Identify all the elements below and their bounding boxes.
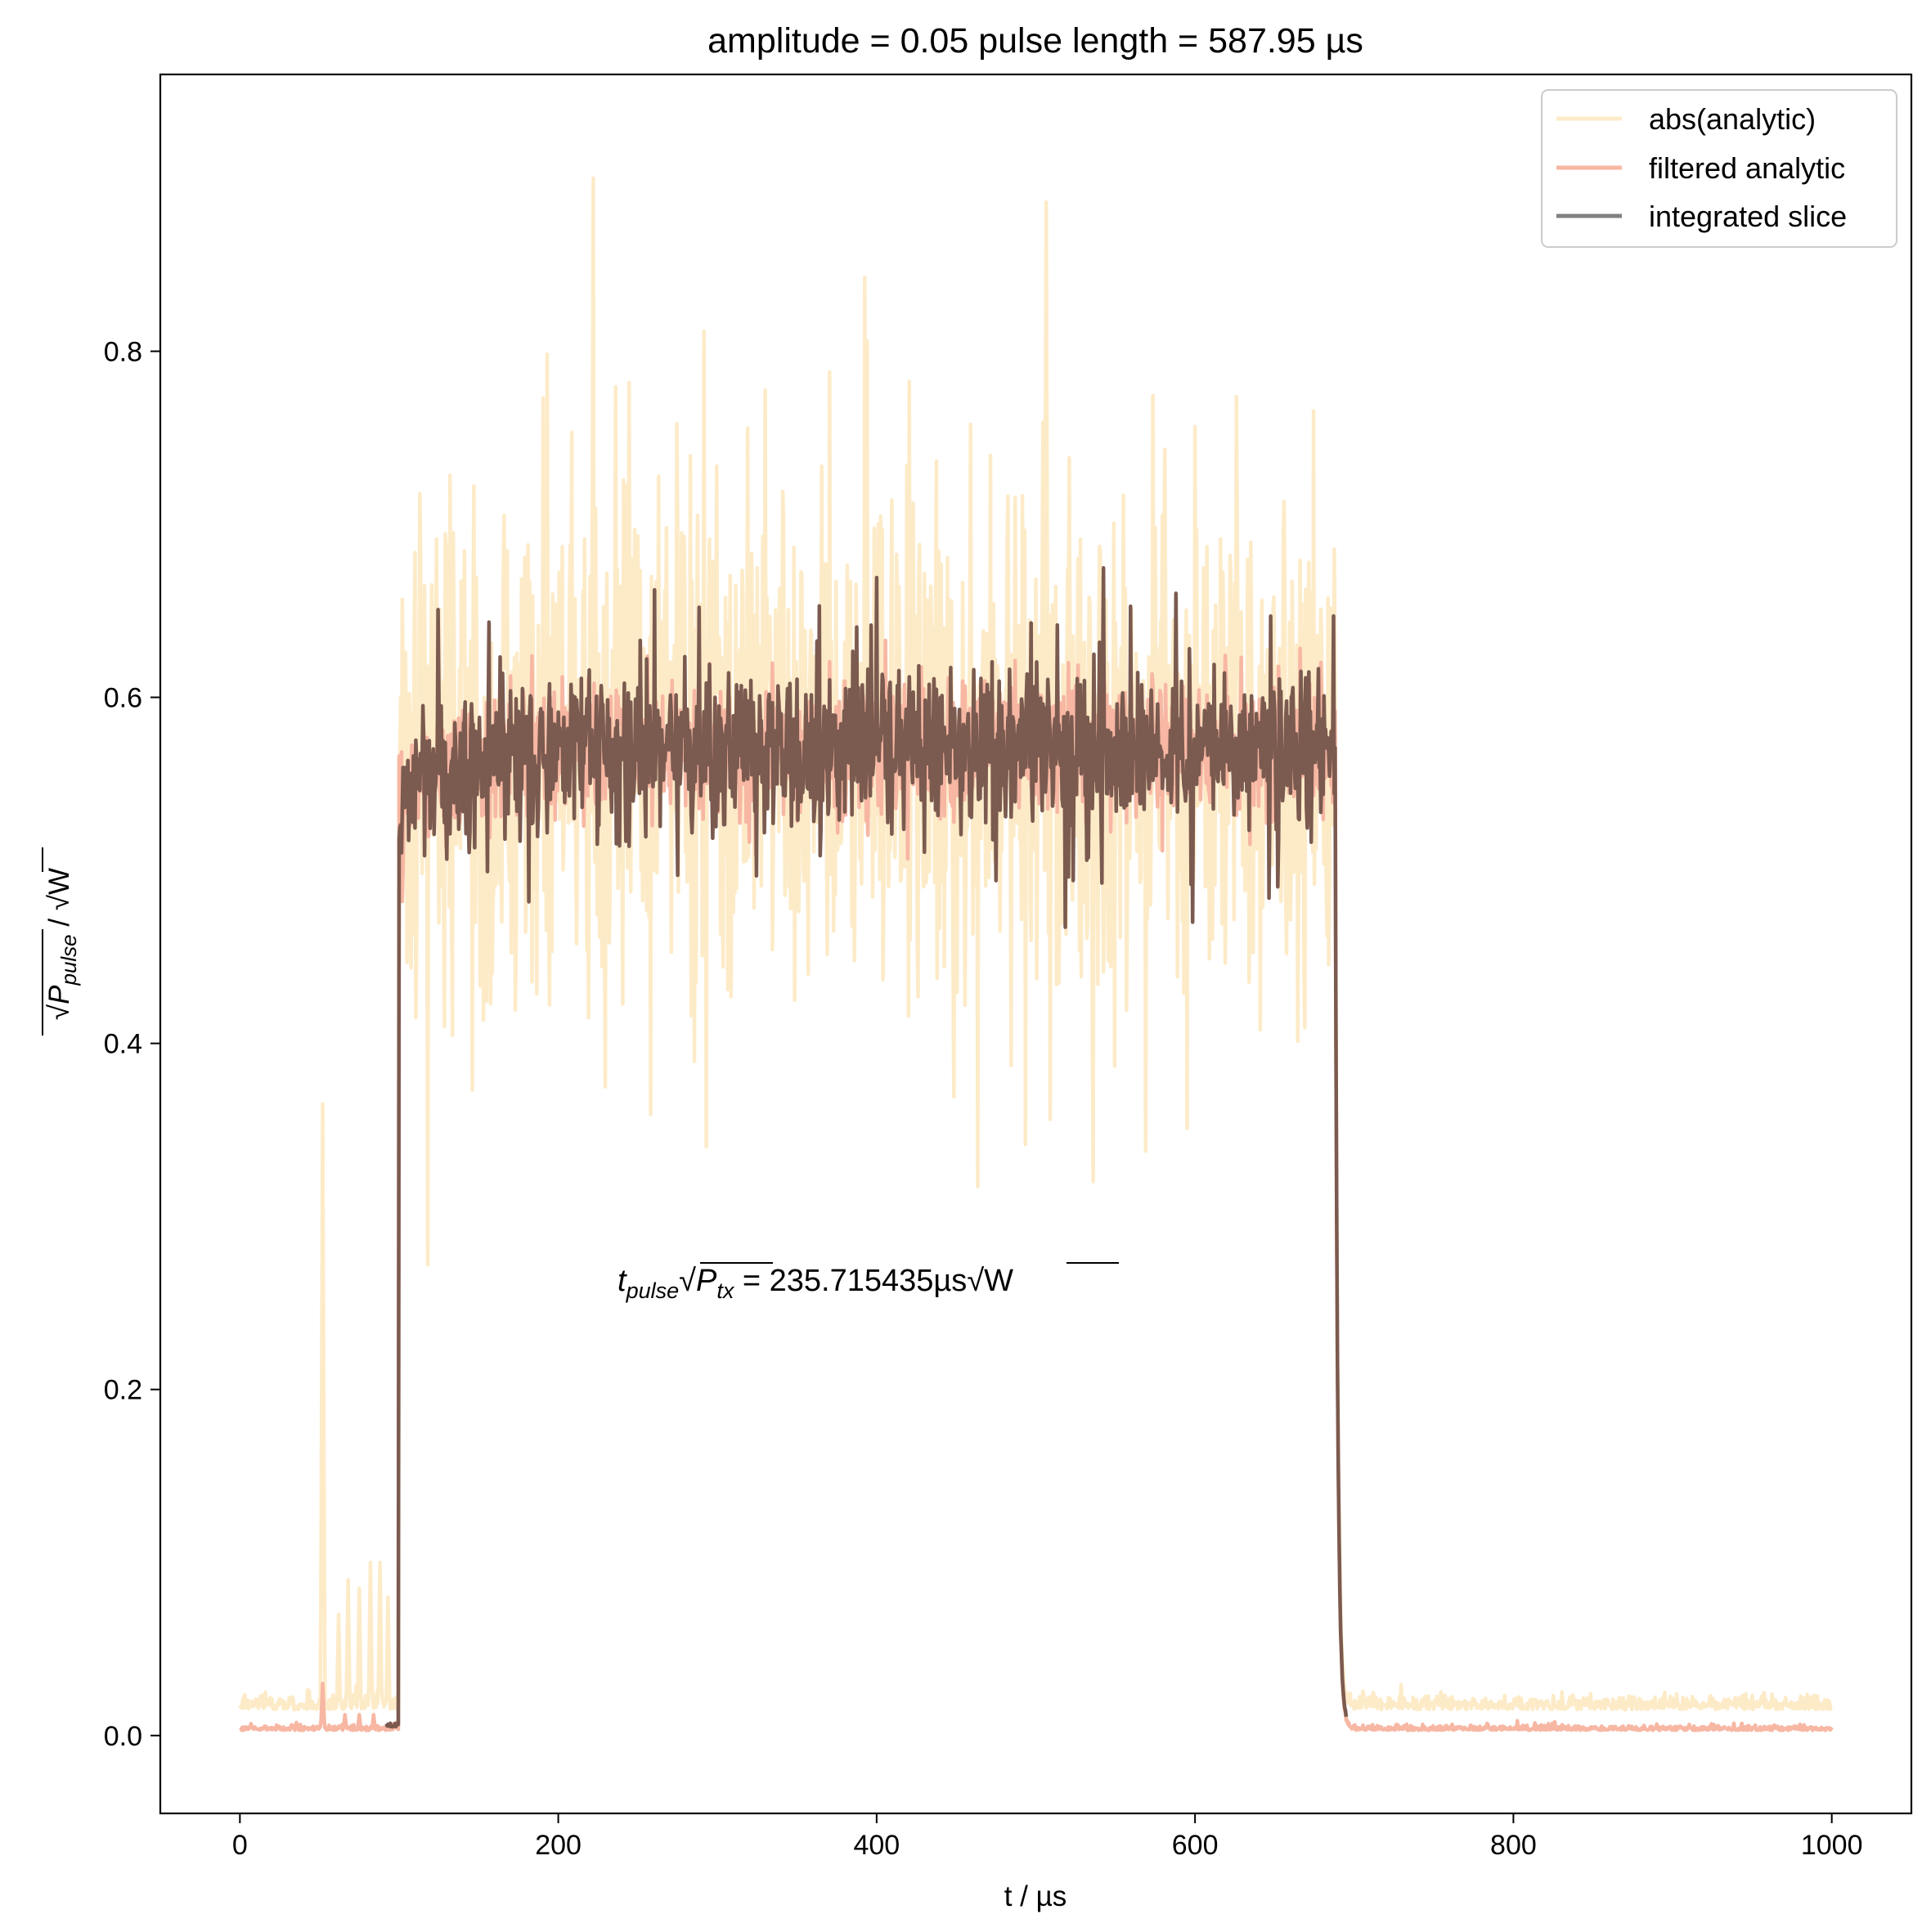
y-label-sqrt: √ (43, 1004, 75, 1020)
chart-title: amplitude = 0.05 pulse length = 587.95 µ… (707, 21, 1363, 61)
y-tick-label: 0.4 (104, 1029, 142, 1060)
plot-frame (159, 73, 1913, 1815)
plot-area (159, 73, 1913, 1815)
y-label-unit: W (43, 868, 75, 895)
x-tick-label: 600 (1172, 1830, 1219, 1861)
y-tick-label: 0.2 (104, 1375, 142, 1406)
x-tick-label: 1000 (1801, 1830, 1863, 1861)
annotation: tpulse√Ptx = 235.715435µs√W (617, 1264, 1013, 1303)
x-axis-label: t / µs (1004, 1880, 1067, 1912)
series-integrated-slice (384, 566, 1349, 1729)
legend: abs(analytic) filtered analytic integrat… (1541, 89, 1897, 248)
x-tick-label: 200 (535, 1830, 582, 1861)
legend-box (1541, 89, 1897, 248)
x-axis: 0 200 400 600 800 1000 (232, 1813, 1863, 1861)
y-axis-label: √Ppulse / √W (42, 847, 81, 1036)
y-axis: 0.0 0.2 0.4 0.6 0.8 (104, 336, 160, 1752)
legend-label-integrated-slice: integrated slice (1649, 200, 1847, 233)
x-tick-label: 0 (232, 1830, 248, 1861)
y-label-sub: pulse (56, 934, 81, 986)
y-label-unit-sqrt: √ (43, 894, 75, 910)
y-tick-label: 0.0 (104, 1721, 142, 1752)
y-tick-label: 0.8 (104, 336, 142, 367)
y-tick-label: 0.6 (104, 683, 142, 714)
x-tick-label: 800 (1490, 1830, 1537, 1861)
annot-unit: W (984, 1264, 1013, 1298)
series-abs-analytic (238, 176, 1833, 1712)
annot-p-sub: tx (716, 1278, 735, 1303)
y-label-p: P (43, 985, 75, 1004)
annot-t-sub: pulse (626, 1278, 680, 1303)
svg-text:√Ppulse / √W: √Ppulse / √W (43, 868, 81, 1020)
y-label-sep: / (43, 910, 75, 934)
annot-sqrt: √ (679, 1264, 696, 1298)
series-layer (238, 176, 1834, 1732)
annot-equals: = 235.715435µs (734, 1264, 967, 1298)
annot-unit-sqrt: √ (967, 1264, 984, 1298)
legend-label-filtered-analytic: filtered analytic (1649, 151, 1845, 185)
annot-t: t (617, 1264, 627, 1298)
annot-p: P (696, 1264, 717, 1298)
legend-label-abs-analytic: abs(analytic) (1649, 102, 1816, 136)
x-tick-label: 400 (853, 1830, 900, 1861)
